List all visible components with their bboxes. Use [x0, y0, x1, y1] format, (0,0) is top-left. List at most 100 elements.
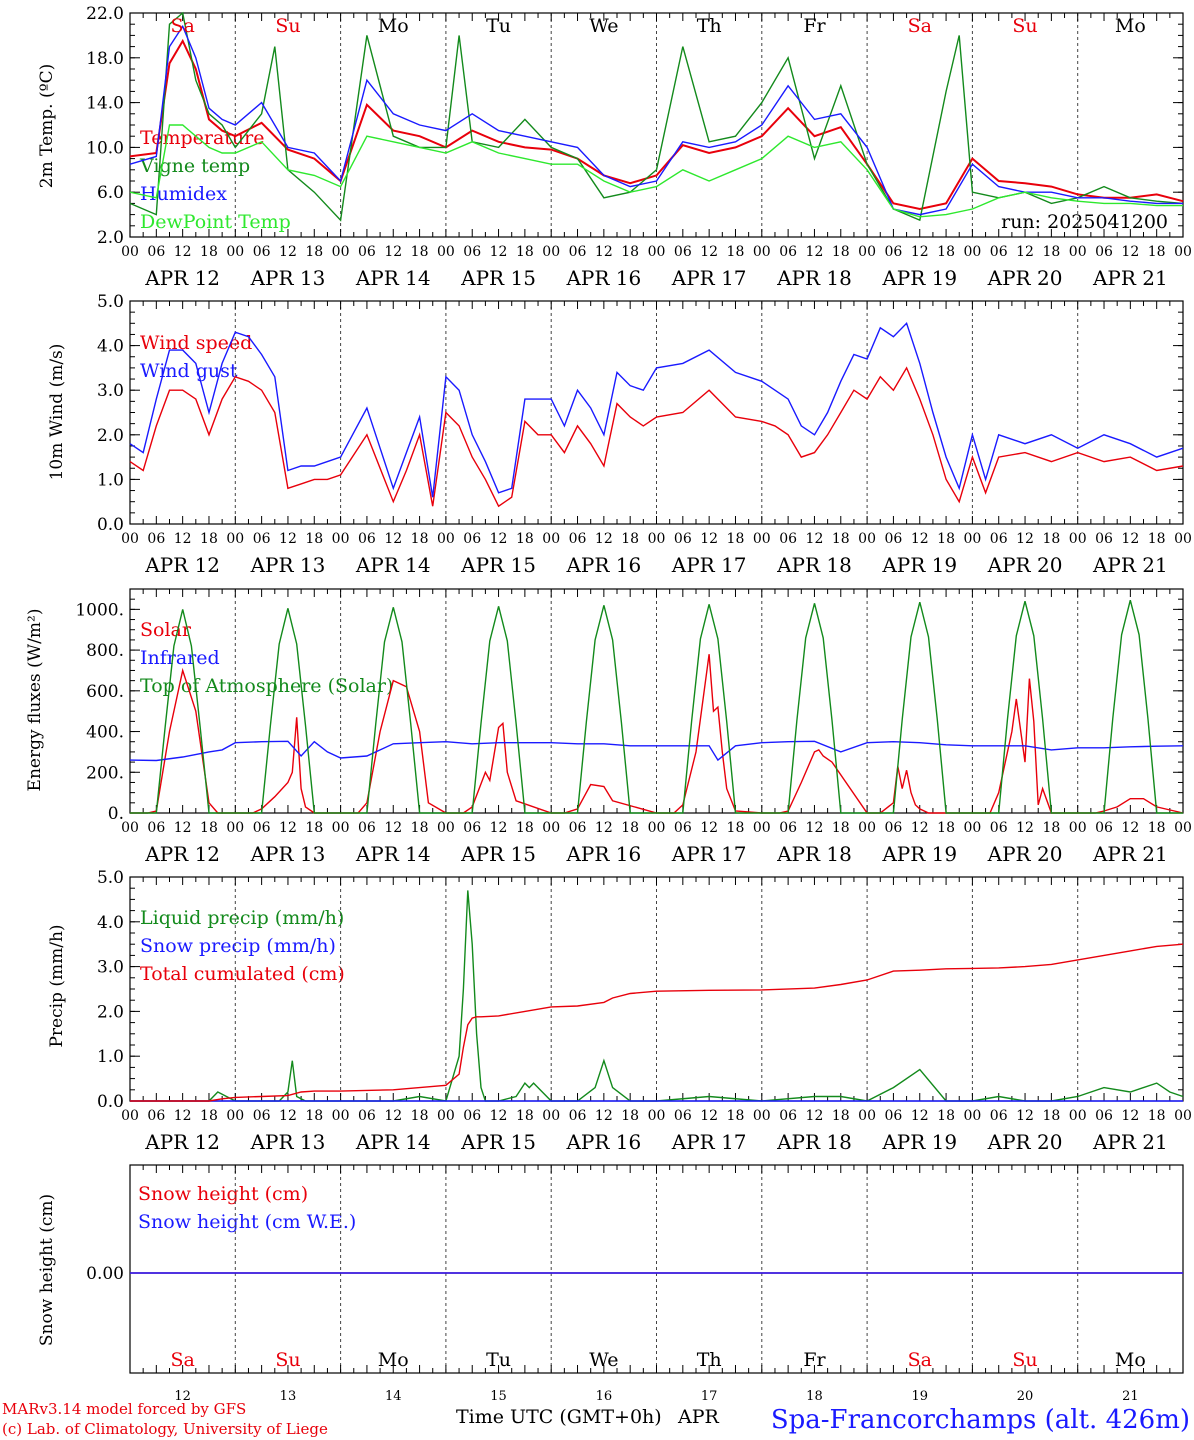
x-hour-label: 06 [885, 820, 903, 836]
snow-panel: Snow height (cm) Snow height (cm) Snow h… [37, 1183, 356, 1346]
y-tick-label: 0.0 [97, 1092, 124, 1112]
weekday-label: Tu [486, 1349, 511, 1371]
x-hour-label: 12 [384, 820, 402, 836]
y-tick-label: 10.0 [86, 138, 124, 158]
x-hour-label: 00 [1069, 531, 1087, 547]
x-hour-label: 00 [1069, 820, 1087, 836]
x-hour-label: 12 [174, 244, 192, 260]
x-hour-label: 18 [516, 244, 534, 260]
day-number-label: 19 [911, 1389, 928, 1404]
x-hour-label: 06 [463, 1108, 481, 1124]
y-tick-label: 4.0 [97, 913, 124, 933]
run-annotation: run: 2025041200 [1001, 211, 1168, 233]
x-hour-label: 06 [569, 244, 587, 260]
x-hour-label: 06 [674, 531, 692, 547]
x-hour-label: 18 [411, 1108, 429, 1124]
legend-liquid-precip: Liquid precip (mm/h) [140, 907, 344, 929]
x-hour-label: 06 [674, 244, 692, 260]
x-hour-label: 06 [1095, 1108, 1113, 1124]
x-hour-label: 06 [463, 244, 481, 260]
x-hour-label: 18 [727, 820, 745, 836]
x-hour-label: 06 [569, 820, 587, 836]
x-date-label: APR 12 [144, 553, 220, 577]
x-hour-label: 18 [411, 244, 429, 260]
x-hour-label: 00 [1174, 531, 1192, 547]
x-hour-label: 18 [1042, 820, 1060, 836]
x-date-label: APR 15 [460, 1130, 536, 1154]
weekday-label: We [589, 15, 618, 37]
weekday-label: We [589, 1349, 618, 1371]
y-tick-label: 200. [86, 763, 124, 783]
x-hour-label: 12 [279, 244, 297, 260]
x-hour-label: 12 [384, 244, 402, 260]
day-number-label: 21 [1122, 1389, 1139, 1404]
x-date-label: APR 19 [881, 1130, 957, 1154]
plot-frame [129, 12, 1184, 238]
x-hour-label: 06 [674, 1108, 692, 1124]
x-hour-label: 12 [806, 1108, 824, 1124]
y-tick-label: 0.0 [97, 515, 124, 535]
x-hour-label: 12 [490, 244, 508, 260]
x-hour-label: 18 [1148, 244, 1166, 260]
weekday-label: Tu [486, 15, 511, 37]
series-line-total-cumulated-cm- [130, 943, 1184, 1102]
x-date-label: APR 21 [1092, 266, 1168, 290]
x-hour-label: 18 [1042, 244, 1060, 260]
x-hour-label: 18 [937, 1108, 955, 1124]
chart-marks: 2.0 6.0 10.0 14.0 18.0 22.0 00 06 12 18 APR 12 00 06… [75, 4, 1192, 1404]
y-tick-label: 600. [86, 682, 124, 702]
x-hour-label: 12 [384, 531, 402, 547]
x-hour-label: 18 [1148, 820, 1166, 836]
x-date-label: APR 18 [776, 553, 852, 577]
x-hour-label: 12 [1016, 820, 1034, 836]
legend-snow-height-we: Snow height (cm W.E.) [138, 1211, 356, 1233]
x-hour-label: 18 [621, 244, 639, 260]
month-label: APR [677, 1406, 720, 1428]
x-date-label: APR 20 [987, 842, 1063, 866]
plot-frame [129, 300, 1184, 525]
x-hour-label: 00 [963, 244, 981, 260]
weekday-label: Sa [908, 1349, 932, 1371]
x-hour-label: 00 [1069, 244, 1087, 260]
series-line-vigne-temp [129, 11, 1184, 222]
weekday-label: Sa [170, 15, 194, 37]
x-hour-label: 06 [147, 820, 165, 836]
x-hour-label: 12 [279, 531, 297, 547]
x-hour-label: 06 [253, 1108, 271, 1124]
x-hour-label: 06 [569, 1108, 587, 1124]
energy-axis-label: Energy fluxes (W/m²) [25, 609, 45, 792]
x-hour-label: 00 [121, 531, 139, 547]
x-hour-label: 00 [542, 244, 560, 260]
x-hour-label: 00 [753, 1108, 771, 1124]
x-hour-label: 00 [542, 820, 560, 836]
x-hour-label: 18 [1148, 531, 1166, 547]
day-number-label: 17 [701, 1389, 718, 1404]
station-name: Spa-Francorchamps (alt. 426m) [771, 1405, 1190, 1435]
day-number-label: 12 [174, 1389, 191, 1404]
x-hour-label: 00 [753, 820, 771, 836]
x-hour-label: 00 [1174, 244, 1192, 260]
x-hour-label: 12 [1121, 244, 1139, 260]
day-number-label: 13 [280, 1389, 297, 1404]
x-date-label: APR 19 [881, 842, 957, 866]
x-hour-label: 06 [885, 244, 903, 260]
y-tick-label: 2.0 [97, 426, 124, 446]
x-hour-label: 00 [648, 1108, 666, 1124]
y-tick-label: 6.0 [97, 183, 124, 203]
x-date-label: APR 12 [144, 266, 220, 290]
x-hour-label: 12 [1016, 244, 1034, 260]
y-tick-label: 14.0 [86, 94, 124, 114]
x-hour-label: 12 [384, 1108, 402, 1124]
x-hour-label: 18 [200, 244, 218, 260]
x-hour-label: 12 [806, 244, 824, 260]
y-tick-label: 4.0 [97, 337, 124, 357]
x-date-label: APR 15 [460, 553, 536, 577]
x-hour-label: 12 [806, 820, 824, 836]
x-hour-label: 06 [463, 531, 481, 547]
series-line-infrared [129, 740, 1184, 762]
x-hour-label: 00 [648, 820, 666, 836]
x-hour-label: 18 [1042, 1108, 1060, 1124]
x-hour-label: 06 [253, 531, 271, 547]
x-hour-label: 06 [1095, 531, 1113, 547]
x-hour-label: 12 [279, 1108, 297, 1124]
